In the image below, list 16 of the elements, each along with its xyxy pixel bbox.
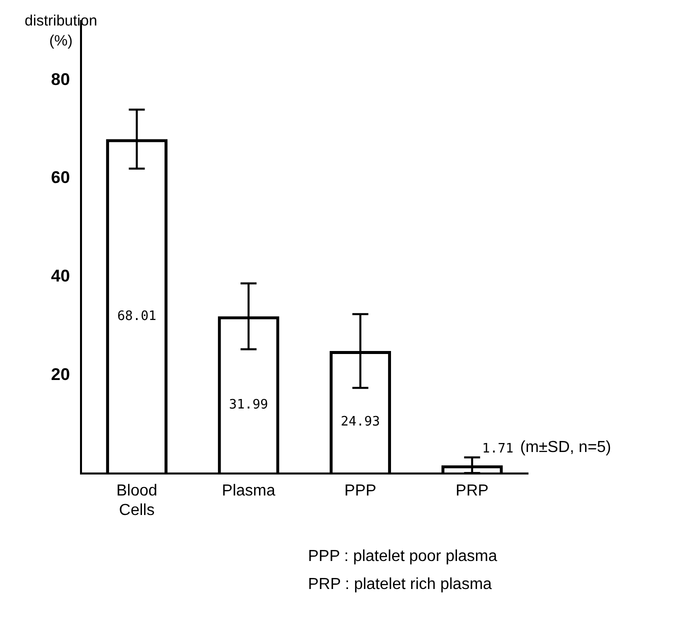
- y-tick-label: 40: [50, 266, 70, 286]
- x-tick-label: PRP: [456, 482, 489, 500]
- x-tick-label: Plasma: [222, 482, 276, 500]
- annotation: (m±SD, n=5): [520, 439, 612, 456]
- y-axis-title: distribution (%): [24, 12, 98, 50]
- y-tick-label: 60: [50, 168, 70, 188]
- y-tick-label: 20: [50, 364, 70, 384]
- x-tick-label: PPP: [344, 482, 376, 500]
- data-label: 68.01: [117, 308, 156, 324]
- x-tick-label: Blood Cells: [116, 482, 158, 519]
- text: PRP : platelet rich plasma: [308, 576, 493, 594]
- data-label: 24.93: [340, 414, 380, 430]
- text: PPP : platelet poor plasma: [308, 548, 498, 566]
- y-tick-label: 80: [50, 70, 70, 89]
- data-label: 1.71: [482, 442, 514, 457]
- data-label: 31.99: [229, 397, 268, 412]
